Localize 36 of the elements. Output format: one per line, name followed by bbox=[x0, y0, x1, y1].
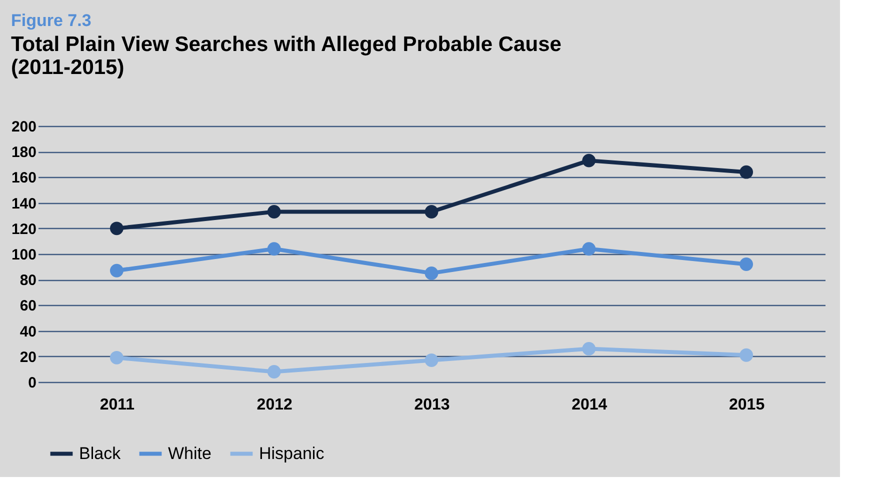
y-tick-label: 20 bbox=[20, 348, 36, 366]
y-tick-label: 120 bbox=[11, 220, 36, 238]
x-tick-label: 2015 bbox=[729, 396, 765, 414]
point bbox=[267, 365, 281, 378]
point bbox=[582, 154, 596, 168]
point bbox=[110, 222, 124, 236]
point bbox=[424, 266, 438, 280]
point bbox=[582, 342, 596, 356]
y-tick-label: 180 bbox=[11, 144, 36, 162]
legend-label: White bbox=[168, 444, 212, 463]
point bbox=[582, 242, 596, 256]
point bbox=[424, 205, 438, 218]
y-tick-label: 160 bbox=[11, 170, 36, 187]
x-tick-label: 2012 bbox=[256, 396, 292, 414]
caption: Figure 7.3 bbox=[10, 11, 92, 30]
y-tick-label: 200 bbox=[11, 118, 36, 136]
y-tick-label: 40 bbox=[20, 323, 36, 340]
y-tick-label: 0 bbox=[28, 374, 36, 392]
y-tick-label: 60 bbox=[20, 298, 36, 315]
y-tick-label: 100 bbox=[11, 246, 36, 264]
x-tick-label: 2014 bbox=[572, 396, 608, 414]
point bbox=[740, 348, 754, 362]
point bbox=[267, 205, 281, 218]
y-tick-label: 80 bbox=[20, 272, 36, 290]
point bbox=[740, 165, 754, 179]
legend-label: Hispanic bbox=[259, 444, 325, 463]
chart-title: Total Plain View Searches with Alleged Probable Cause (2011-2015) bbox=[10, 33, 562, 79]
point bbox=[110, 350, 124, 364]
point bbox=[267, 242, 281, 256]
x-tick-label: 2013 bbox=[414, 396, 450, 414]
legend-label: Black bbox=[79, 444, 122, 463]
point bbox=[740, 258, 754, 271]
y-tick-label: 140 bbox=[11, 195, 36, 212]
point bbox=[110, 264, 124, 278]
point bbox=[424, 354, 438, 367]
x-tick-label: 2011 bbox=[100, 396, 135, 414]
